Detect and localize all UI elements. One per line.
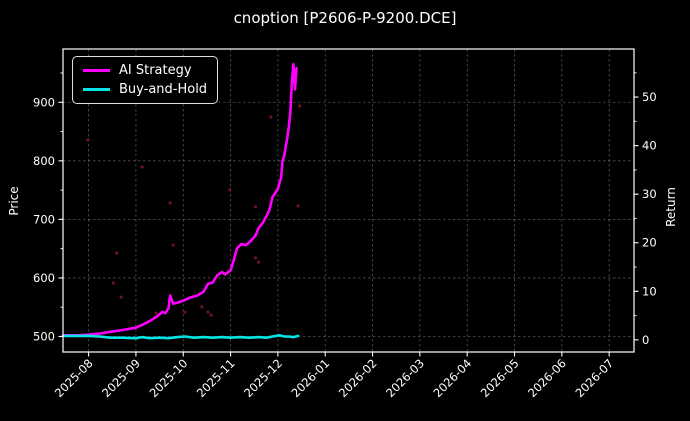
signal-dot [154,311,158,315]
signal-dot [183,310,187,314]
signal-dot [111,281,116,285]
signal-dot [206,310,210,314]
signal-dot [140,165,144,169]
y-tick-label-right: 20 [642,236,657,250]
y-tick-label-right: 40 [642,139,657,153]
x-tick-label: 2025-08 [52,356,96,400]
chart-title: cnoption [P2606-P-9200.DCE] [233,9,457,27]
y-tick-label-left: 500 [33,329,55,343]
ai-strategy-line-swatch [83,69,110,73]
x-tick-label: 2026-02 [336,356,380,400]
x-tick-label: 2025-12 [241,356,285,400]
signal-dot [171,243,175,247]
x-tick-label: 2025-09 [99,356,143,400]
y-tick-label-left: 700 [33,212,55,226]
legend-item-ai-strategy: AI Strategy [83,63,207,78]
left-axis-label: Price [7,186,21,216]
y-tick-label-right: 10 [642,284,657,298]
signal-dot [119,295,123,299]
x-tick-label: 2026-03 [383,356,427,400]
signal-dot [253,205,258,209]
signal-dot [256,260,261,264]
x-tick-label: 2025-10 [147,356,191,400]
x-tick-label: 2026-04 [430,356,474,400]
y-tick-label-left: 800 [33,154,55,168]
signal-dot [253,256,258,260]
ai-strategy-line [61,62,298,337]
x-tick-label: 2026-01 [288,356,332,400]
y-tick-label-right: 30 [642,187,657,201]
x-tick-label: 2026-06 [525,356,569,400]
signal-dot [86,138,90,142]
axes-spines [62,48,635,353]
y-tick-label-left: 600 [33,271,55,285]
signal-dot [296,204,300,208]
x-tick-label: 2026-05 [478,356,522,400]
signal-dot [298,104,302,108]
legend: AI Strategy Buy-and-Hold [72,56,218,104]
y-tick-label-right: 0 [642,333,649,347]
legend-item-buy-and-hold: Buy-and-Hold [83,82,207,97]
signal-dot [228,188,232,192]
y-tick-label-left: 900 [33,95,55,109]
legend-label-buy-and-hold: Buy-and-Hold [119,81,208,97]
right-axis-label: Return [664,187,678,227]
signal-dot [200,305,204,309]
buy-and-hold-line [61,333,300,340]
x-tick-label: 2025-11 [194,356,238,400]
signal-dot [168,201,172,205]
signal-dot [209,313,213,317]
signal-dot [269,115,273,119]
buy-and-hold-line-swatch [83,87,110,91]
y-tick-label-right: 50 [642,90,657,104]
x-tick-label: 2026-07 [572,356,616,400]
signal-dot [114,251,119,255]
legend-label-ai-strategy: AI Strategy [119,63,192,79]
